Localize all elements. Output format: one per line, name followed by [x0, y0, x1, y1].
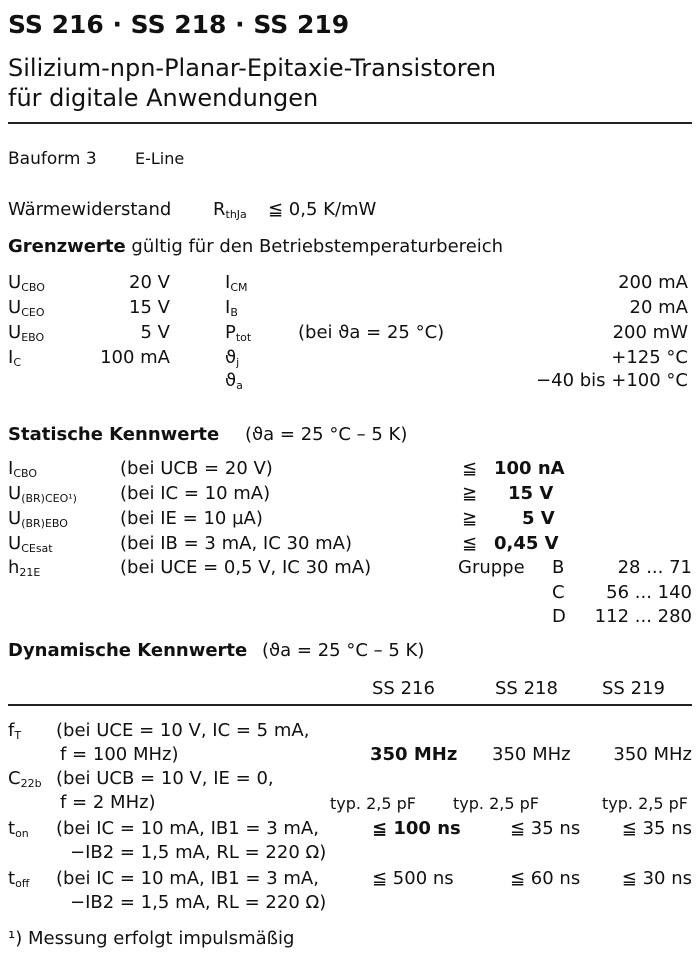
dyn-sym: ton [8, 818, 29, 840]
dyn-value: 350 MHz [613, 744, 692, 765]
grenz-right-sym: IB [225, 297, 238, 319]
statisch-cond: (bei UCB = 20 V) [120, 458, 273, 479]
statisch-sym: U(BR)CEO¹) [8, 483, 77, 505]
statisch-rel: ≧ [462, 508, 478, 529]
dyn-sym: toff [8, 868, 30, 890]
dyn-cond-1: (bei UCB = 10 V, IE = 0, [56, 768, 274, 789]
dynamisch-heading: Dynamische Kennwerte [8, 640, 248, 661]
dyn-value: 350 MHz [492, 744, 571, 765]
bauform-label: Bauform 3 [8, 149, 97, 169]
gruppe-name: C [552, 582, 565, 603]
dyn-cond-2: −IB2 = 1,5 mA, RL = 220 Ω) [70, 842, 327, 863]
dyn-value: ≦ 60 ns [510, 868, 581, 889]
dyn-cond-1: (bei IC = 10 mA, IB1 = 3 mA, [56, 868, 319, 889]
statisch-cond: (bei IE = 10 µA) [120, 508, 263, 529]
statisch-rel: ≦ [462, 533, 478, 554]
gruppe-range: 28 ... 71 [617, 557, 692, 578]
grenz-right-value: 20 mA [629, 297, 688, 318]
grenz-right-sym: ICM [225, 272, 248, 294]
dyn-value: ≦ 35 ns [510, 818, 581, 839]
grenz-right-cond: (bei ϑa = 25 °C) [298, 322, 445, 343]
statisch-cond: (bei IC = 10 mA) [120, 483, 271, 504]
statisch-rel: ≧ [462, 483, 478, 504]
dyn-value: typ. 2,5 pF [453, 794, 539, 813]
gruppe-name: D [552, 606, 566, 627]
grenz-left-value: 15 V [129, 297, 170, 318]
dyn-value: ≦ 35 ns [621, 818, 692, 839]
waerme-label: Wärmewiderstand [8, 199, 172, 220]
dyn-value: 350 MHz [370, 744, 458, 765]
grenz-heading: Grenzwerte gültig für den Betriebstemper… [8, 236, 504, 257]
column-header: SS 216 [372, 678, 435, 699]
grenz-left-sym: IC [8, 347, 21, 369]
dyn-cond-1: (bei IC = 10 mA, IB1 = 3 mA, [56, 818, 319, 839]
grenz-right-value: 200 mA [618, 272, 688, 293]
statisch-cond: (bei UCE = 0,5 V, IC 30 mA) [120, 557, 372, 578]
dynamisch-cond: (ϑa = 25 °C – 5 K) [262, 640, 425, 661]
waerme-value: ≦ 0,5 K/mW [268, 199, 377, 220]
dyn-cond-2: f = 100 MHz) [60, 744, 179, 765]
dyn-value: ≦ 30 ns [621, 868, 692, 889]
dyn-value: ≦ 500 ns [372, 868, 454, 889]
waerme-symbol: RthJa [213, 199, 247, 221]
gruppe-range: 56 ... 140 [606, 582, 692, 603]
dyn-cond-2: f = 2 MHz) [60, 792, 156, 813]
dyn-value: typ. 2,5 pF [602, 794, 688, 813]
grenz-right-value: +125 °C [611, 347, 688, 368]
gruppe-range: 112 ... 280 [594, 606, 692, 627]
dyn-sym: C22b [8, 768, 42, 790]
statisch-sym: U(BR)EBO [8, 508, 68, 530]
grenz-left-sym: UEBO [8, 322, 45, 344]
grenz-left-value: 5 V [140, 322, 171, 343]
dyn-value: typ. 2,5 pF [330, 794, 416, 813]
divider [8, 704, 692, 706]
statisch-cond: (ϑa = 25 °C – 5 K) [245, 424, 408, 445]
grenz-right-value: 200 mW [612, 322, 688, 343]
statisch-value: 15 V [508, 483, 554, 504]
grenz-left-value: 100 mA [100, 347, 170, 368]
footnote: ¹) Messung erfolgt impulsmäßig [8, 928, 295, 949]
gruppe-label: Gruppe [458, 557, 525, 578]
dyn-sym: fT [8, 720, 22, 742]
grenz-right-value: −40 bis +100 °C [536, 370, 688, 391]
statisch-cond: (bei IB = 3 mA, IC 30 mA) [120, 533, 352, 554]
statisch-sym: UCEsat [8, 533, 53, 555]
dyn-cond-2: −IB2 = 1,5 mA, RL = 220 Ω) [70, 892, 327, 913]
subtitle-line-2: für digitale Anwendungen [8, 84, 319, 112]
column-header: SS 218 [495, 678, 558, 699]
grenz-left-sym: UCBO [8, 272, 45, 294]
dyn-cond-1: (bei UCE = 10 V, IC = 5 mA, [56, 720, 310, 741]
statisch-value: 100 nA [494, 458, 565, 479]
bauform-value: E-Line [135, 149, 185, 168]
statisch-sym: h21E [8, 557, 41, 579]
statisch-sym: ICBO [8, 458, 38, 480]
title: SS 216 · SS 218 · SS 219 [8, 10, 350, 39]
statisch-heading: Statische Kennwerte [8, 424, 220, 445]
statisch-rel: ≦ [462, 458, 478, 479]
grenz-right-sym: ϑj [225, 347, 240, 369]
grenz-right-sym: ϑa [225, 370, 243, 392]
divider [8, 122, 692, 124]
statisch-value: 5 V [522, 508, 555, 529]
subtitle-line-1: Silizium-npn-Planar-Epitaxie-Transistore… [8, 54, 497, 82]
grenz-left-sym: UCEO [8, 297, 45, 319]
dyn-value: ≦ 100 ns [372, 818, 461, 839]
grenz-left-value: 20 V [129, 272, 170, 293]
gruppe-name: B [552, 557, 565, 578]
statisch-value: 0,45 V [494, 533, 559, 554]
column-header: SS 219 [602, 678, 665, 699]
grenz-right-sym: Ptot [225, 322, 252, 344]
